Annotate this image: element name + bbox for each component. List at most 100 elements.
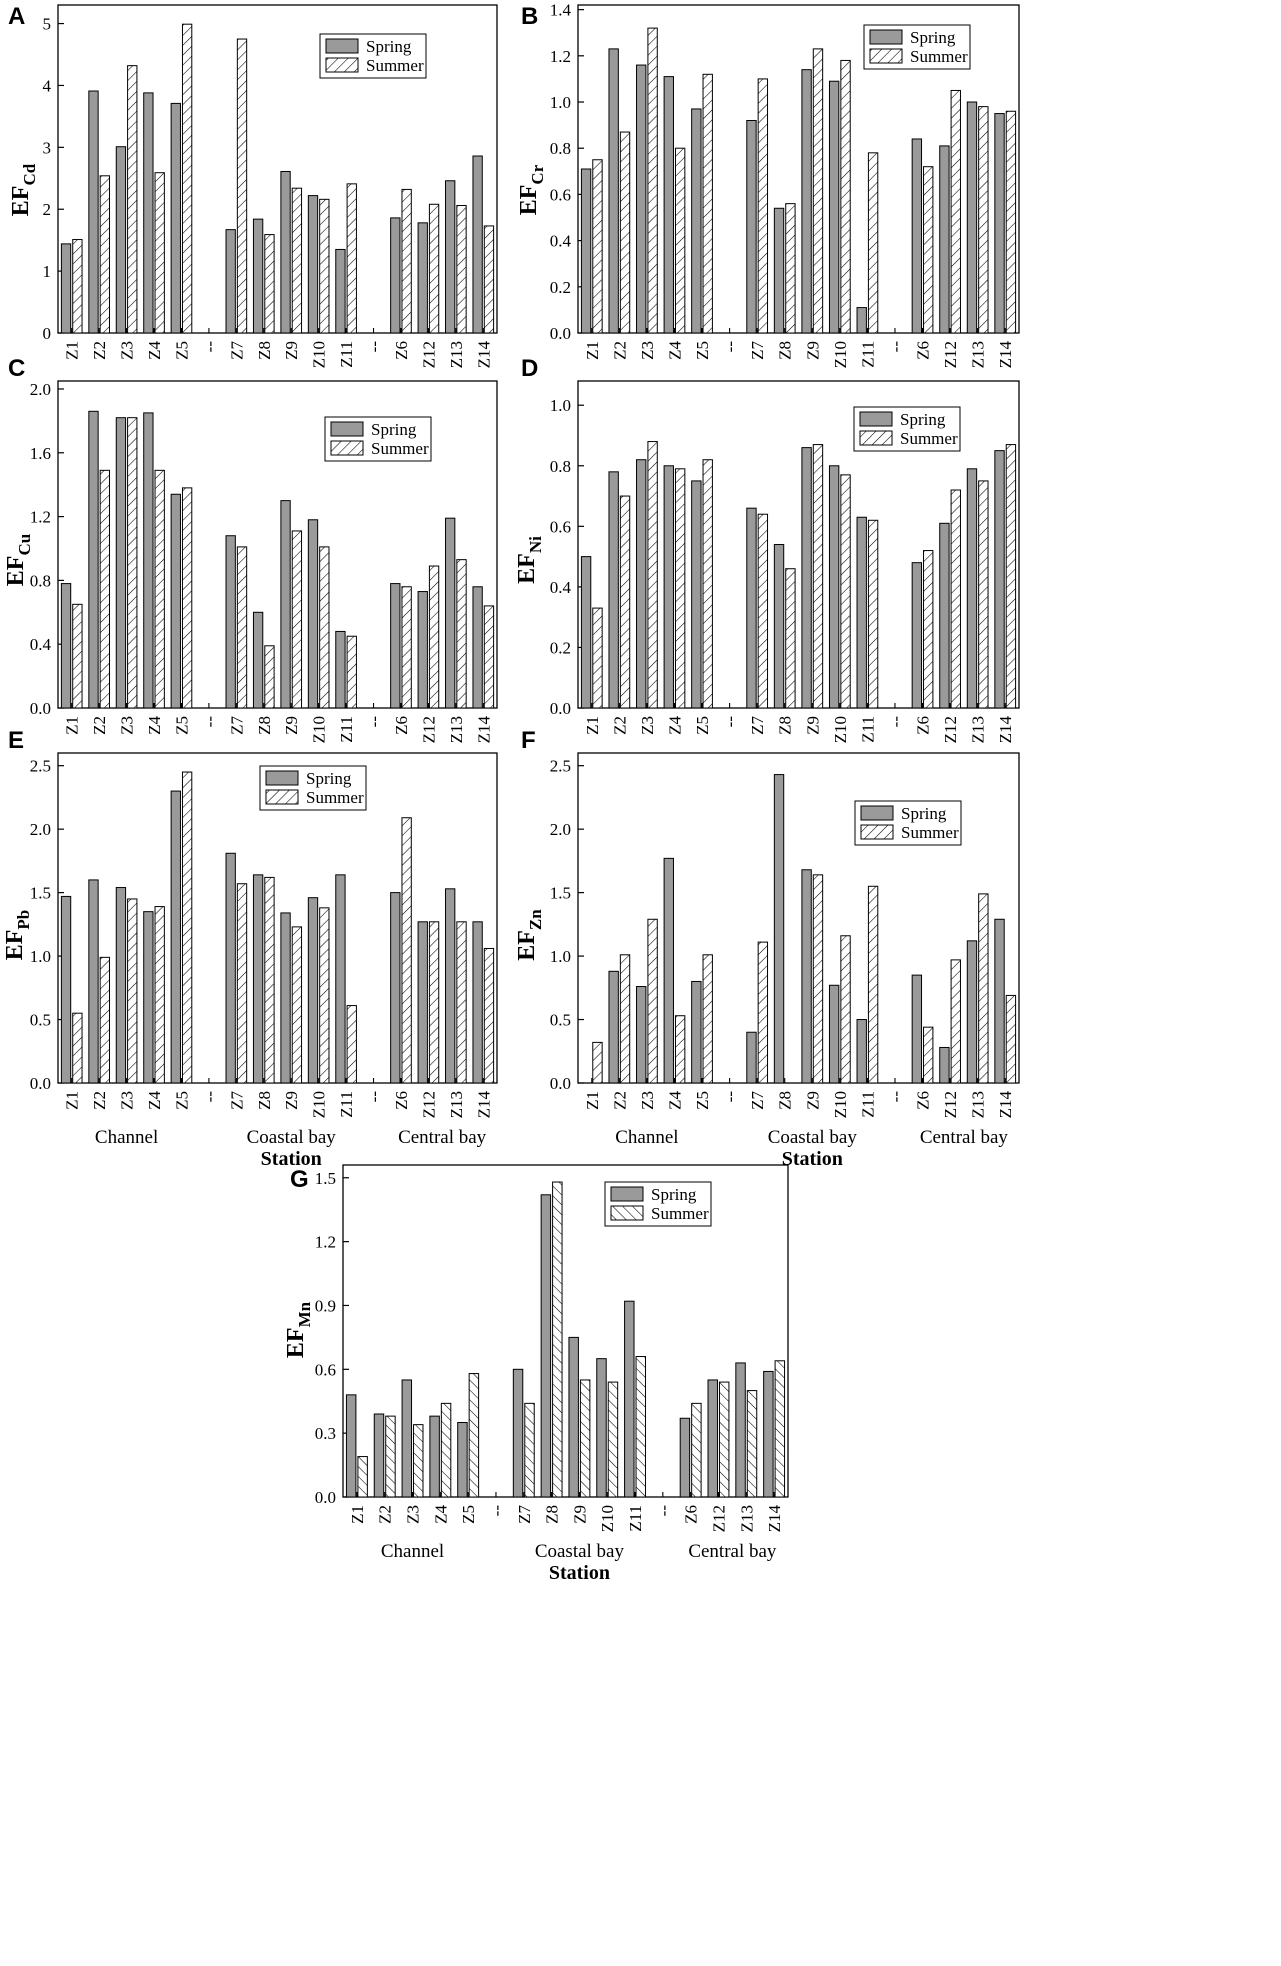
bar-summer-z4	[154, 906, 165, 1084]
x-tick-label: --	[487, 1505, 506, 1517]
bar-spring-z8	[773, 774, 785, 1084]
bar-spring-z6	[911, 562, 923, 709]
x-tick-label: Z9	[282, 716, 301, 735]
bar-summer-z3	[647, 918, 658, 1084]
bar-summer-z6	[923, 550, 934, 709]
bar-summer-z2	[619, 131, 631, 334]
bar-summer-z12	[950, 489, 961, 709]
x-tick-label: Z13	[737, 1505, 756, 1532]
y-tick-label: 0.0	[315, 1488, 336, 1507]
y-tick-label: 0.0	[550, 324, 571, 343]
bar-summer-z5	[702, 954, 713, 1084]
legend-label-spring: Spring	[371, 420, 417, 439]
bar-summer-z9	[291, 926, 303, 1084]
group-label: Coastal bay	[247, 1127, 337, 1148]
y-tick-label: 2.0	[30, 820, 51, 839]
bar-summer-z1	[357, 1456, 368, 1498]
legend-label-summer: Summer	[901, 823, 959, 842]
x-tick-label: Z7	[748, 716, 767, 735]
x-tick-label: Z4	[145, 341, 164, 360]
bar-spring-z4	[663, 857, 674, 1084]
bar-summer-z10	[319, 907, 330, 1084]
x-tick-label: Z5	[693, 341, 712, 360]
legend-swatch-summer	[330, 440, 364, 456]
legend-label-summer: Summer	[910, 47, 968, 66]
x-tick-label: Z6	[914, 341, 933, 360]
bar-spring-z6	[390, 217, 401, 334]
x-tick-label: Z12	[941, 341, 960, 368]
bar-spring-z3	[115, 887, 127, 1084]
bar-spring-z1	[60, 583, 72, 709]
bar-spring-z8	[252, 218, 264, 334]
x-tick-label: Z7	[227, 341, 246, 360]
x-tick-label: Z8	[255, 341, 274, 360]
bar-spring-z3	[115, 146, 127, 334]
y-tick-label: 0.0	[30, 699, 51, 718]
bar-spring-z3	[636, 64, 647, 334]
x-tick-label: --	[886, 716, 905, 728]
y-tick-label: 1.2	[315, 1233, 336, 1252]
bar-spring-z4	[143, 911, 154, 1084]
x-tick-label: Z8	[776, 1091, 795, 1110]
y-tick-label: 0.0	[550, 1074, 571, 1093]
bar-spring-z13	[966, 101, 978, 334]
x-axis-title: Station	[782, 1148, 843, 1170]
x-tick-label: Z9	[570, 1505, 589, 1524]
panel-letter: A	[8, 3, 25, 30]
bar-summer-z10	[840, 59, 851, 334]
y-tick-label: 0.8	[30, 571, 51, 590]
bar-spring-z2	[608, 48, 619, 334]
bar-summer-z11	[867, 152, 879, 334]
x-tick-label: Z11	[337, 1091, 356, 1118]
legend-label-summer: Summer	[900, 429, 958, 448]
x-tick-label: Z2	[90, 716, 109, 735]
x-tick-label: Z13	[969, 716, 988, 743]
bar-spring-z6	[911, 138, 923, 334]
x-tick-label: Z8	[255, 1091, 274, 1110]
bar-summer-z9	[291, 187, 303, 334]
bar-spring-z7	[746, 119, 757, 334]
y-tick-label: 2	[43, 200, 52, 219]
bar-summer-z1	[72, 1012, 83, 1084]
x-axis-title: Station	[549, 1562, 610, 1584]
y-axis-label: EFCr	[516, 164, 547, 215]
bar-spring-z5	[691, 980, 702, 1084]
bar-summer-z11	[346, 635, 357, 709]
bar-summer-z8	[552, 1181, 563, 1498]
bar-spring-z1	[580, 556, 592, 709]
bar-spring-z13	[966, 468, 978, 709]
bar-summer-z13	[978, 106, 989, 334]
legend-label-spring: Spring	[651, 1185, 697, 1204]
bar-summer-z5	[702, 459, 713, 709]
bar-summer-z8	[785, 203, 796, 334]
x-tick-label: Z9	[803, 341, 822, 360]
x-tick-label: Z4	[145, 716, 164, 735]
bar-summer-z2	[619, 495, 631, 709]
plot-frame	[57, 4, 498, 334]
x-tick-label: Z3	[118, 341, 137, 360]
x-tick-label: --	[365, 1091, 384, 1103]
bar-summer-z14	[774, 1360, 786, 1498]
bar-spring-z12	[417, 921, 428, 1084]
x-tick-label: Z2	[610, 341, 629, 360]
y-tick-label: 5	[43, 15, 52, 34]
bar-spring-z10	[307, 519, 319, 709]
bar-summer-z4	[154, 469, 165, 709]
group-label: Channel	[95, 1127, 158, 1148]
bar-summer-z7	[757, 513, 769, 709]
bar-summer-z9	[579, 1379, 591, 1498]
bar-spring-z11	[335, 874, 346, 1084]
bar-summer-z8	[264, 645, 275, 709]
x-tick-label: Z3	[638, 1091, 657, 1110]
x-tick-label: Z6	[914, 1091, 933, 1110]
y-tick-label: 1.0	[550, 947, 571, 966]
bar-spring-z13	[966, 940, 978, 1084]
x-tick-label: Z3	[118, 716, 137, 735]
bar-summer-z6	[401, 586, 412, 709]
x-tick-label: Z6	[392, 716, 411, 735]
bar-summer-z13	[456, 921, 467, 1084]
bar-summer-z11	[635, 1356, 646, 1498]
panel-f: F 0.0 0.5 1.0 1.5 2.0 2.5 EFZn Z1 Z2 Z3 Z4 Z5 -- Z7 Z8 Z…	[514, 727, 1020, 1170]
bar-spring-z10	[828, 984, 840, 1084]
